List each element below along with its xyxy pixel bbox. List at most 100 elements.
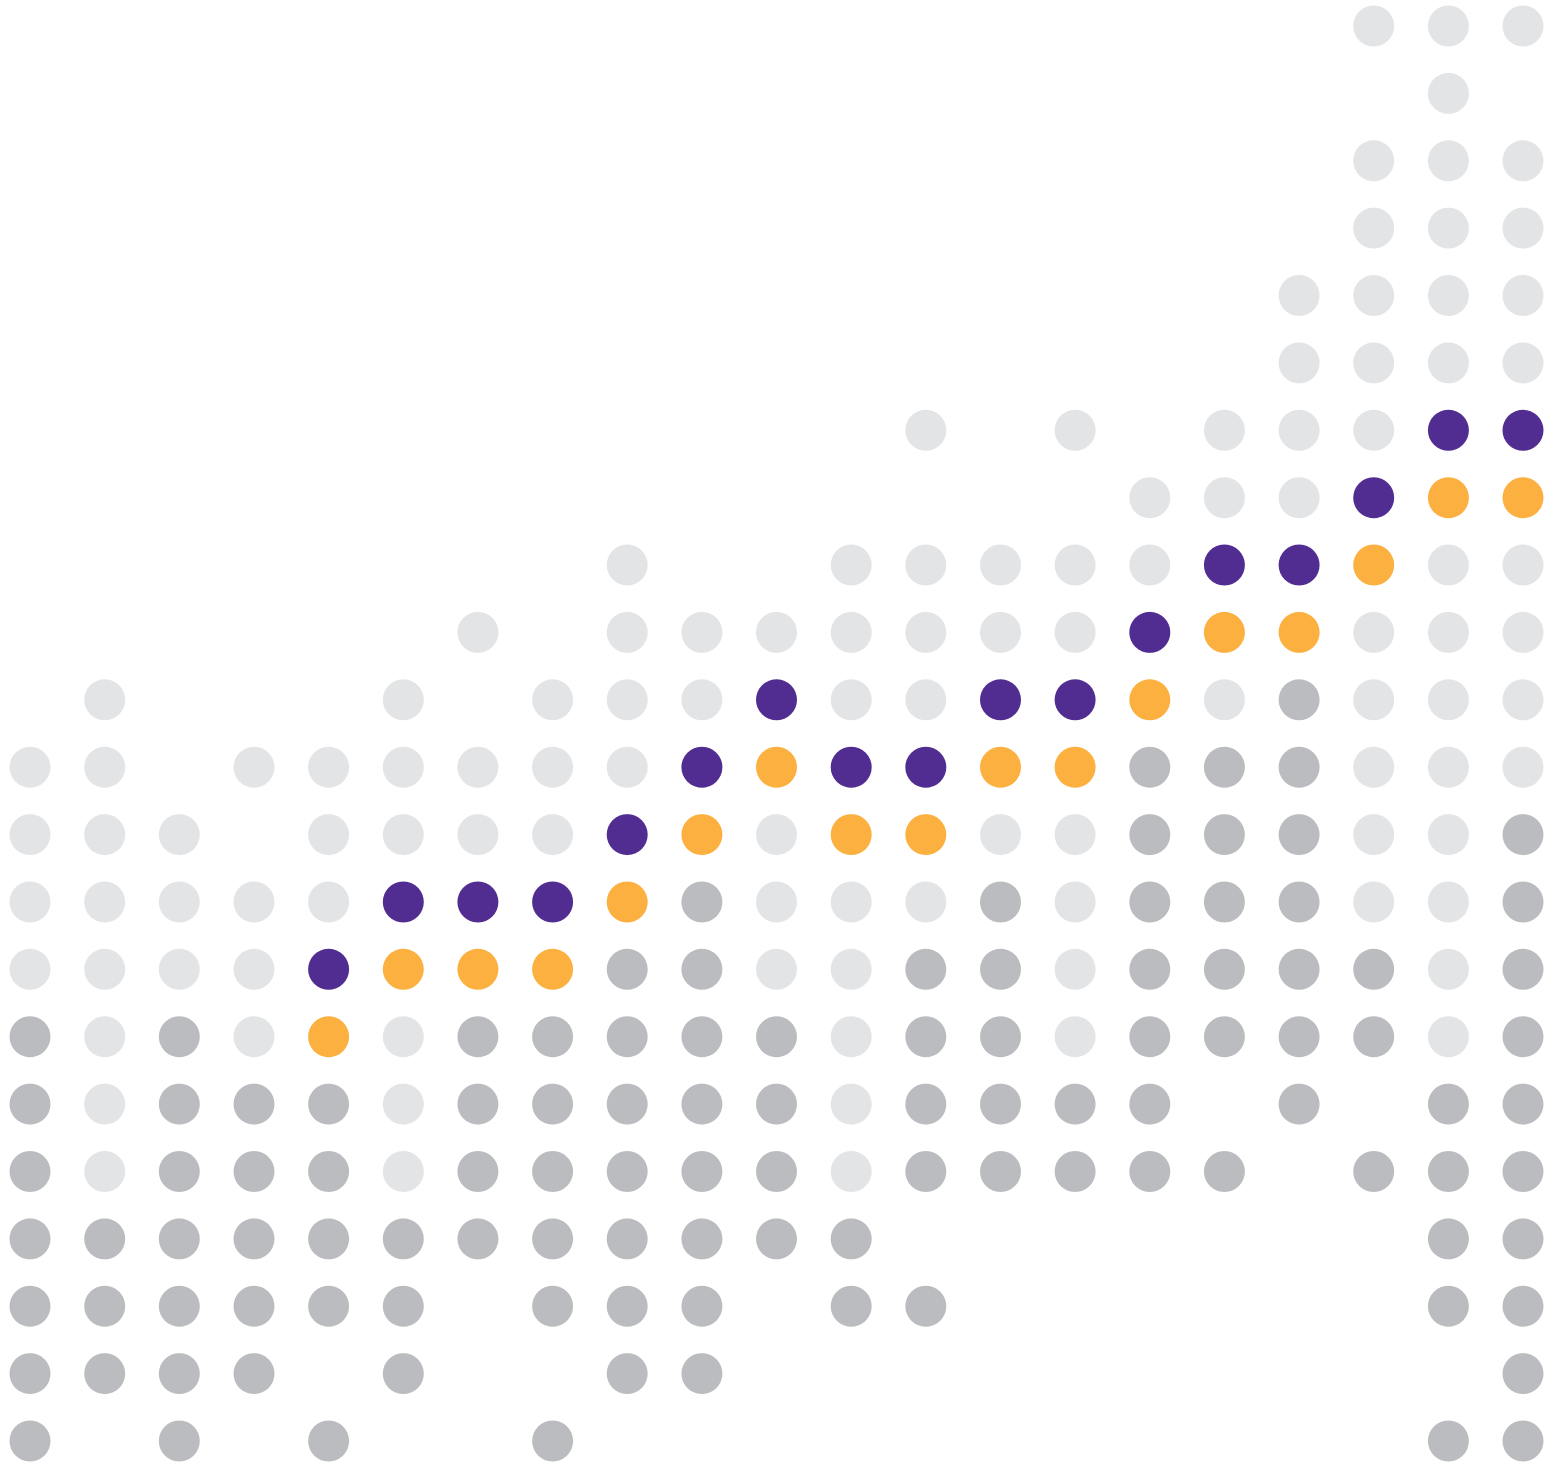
orange-dot <box>830 814 872 856</box>
purple-dot <box>1502 409 1544 451</box>
light-dot <box>1427 544 1469 586</box>
gray-dot <box>158 1218 200 1260</box>
gray-dot <box>308 1420 350 1462</box>
light-dot <box>1129 477 1171 519</box>
gray-dot <box>1502 1151 1544 1192</box>
gray-dot <box>681 1218 723 1260</box>
gray-dot <box>158 1353 200 1395</box>
light-dot <box>1278 275 1320 316</box>
gray-dot <box>980 948 1021 990</box>
light-dot <box>756 948 797 990</box>
gray-dot <box>606 1016 648 1058</box>
light-dot <box>457 746 499 788</box>
gray-dot <box>158 1083 200 1125</box>
gray-dot <box>1129 881 1171 923</box>
light-dot <box>905 409 947 451</box>
light-dot <box>1427 948 1469 990</box>
light-dot <box>1054 948 1096 990</box>
light-dot <box>830 1083 872 1125</box>
light-dot <box>1353 207 1395 249</box>
gray-dot <box>382 1218 424 1260</box>
gray-dot <box>9 1420 51 1462</box>
light-dot <box>905 881 947 923</box>
light-dot <box>308 881 350 923</box>
gray-dot <box>1427 1420 1469 1462</box>
gray-dot <box>532 1420 574 1462</box>
orange-dot <box>532 948 574 990</box>
orange-dot <box>756 746 797 788</box>
purple-dot <box>1129 611 1171 653</box>
gray-dot <box>1278 948 1320 990</box>
gray-dot <box>1203 746 1245 788</box>
light-dot <box>1203 679 1245 721</box>
gray-dot <box>830 1285 872 1327</box>
gray-dot <box>830 1218 872 1260</box>
gray-dot <box>606 1353 648 1395</box>
gray-dot <box>9 1353 51 1395</box>
light-dot <box>1502 544 1544 586</box>
light-dot <box>1502 207 1544 249</box>
light-dot <box>1427 275 1469 316</box>
light-dot <box>1054 409 1096 451</box>
gray-dot <box>532 1016 574 1058</box>
light-dot <box>1054 881 1096 923</box>
light-dot <box>233 881 275 923</box>
light-dot <box>1054 1016 1096 1058</box>
gray-dot <box>84 1218 126 1260</box>
light-dot <box>1427 679 1469 721</box>
light-dot <box>1353 746 1395 788</box>
gray-dot <box>905 1285 947 1327</box>
purple-dot <box>382 881 424 923</box>
light-dot <box>84 948 126 990</box>
orange-dot <box>1203 611 1245 653</box>
light-dot <box>1203 477 1245 519</box>
light-dot <box>532 746 574 788</box>
light-dot <box>1353 342 1395 384</box>
gray-dot <box>158 1285 200 1327</box>
gray-dot <box>980 1016 1021 1058</box>
gray-dot <box>1129 814 1171 856</box>
light-dot <box>1502 140 1544 182</box>
light-dot <box>84 679 126 721</box>
gray-dot <box>980 1083 1021 1125</box>
light-dot <box>1427 611 1469 653</box>
light-dot <box>1278 409 1320 451</box>
light-dot <box>830 544 872 586</box>
light-dot <box>681 611 723 653</box>
gray-dot <box>1502 881 1544 923</box>
light-dot <box>980 611 1021 653</box>
gray-dot <box>1502 1353 1544 1395</box>
gray-dot <box>1353 948 1395 990</box>
light-dot <box>830 1016 872 1058</box>
gray-dot <box>308 1218 350 1260</box>
gray-dot <box>233 1151 275 1192</box>
gray-dot <box>681 948 723 990</box>
gray-dot <box>1427 1083 1469 1125</box>
light-dot <box>9 814 51 856</box>
purple-dot <box>905 746 947 788</box>
gray-dot <box>158 1151 200 1192</box>
gray-dot <box>382 1285 424 1327</box>
light-dot <box>457 814 499 856</box>
gray-dot <box>606 948 648 990</box>
light-dot <box>382 1151 424 1192</box>
gray-dot <box>308 1285 350 1327</box>
gray-dot <box>756 1218 797 1260</box>
purple-dot <box>308 948 350 990</box>
gray-dot <box>1278 814 1320 856</box>
gray-dot <box>1129 1083 1171 1125</box>
purple-dot <box>457 881 499 923</box>
gray-dot <box>681 1016 723 1058</box>
gray-dot <box>1502 948 1544 990</box>
light-dot <box>905 611 947 653</box>
light-dot <box>1353 5 1395 47</box>
gray-dot <box>1427 1285 1469 1327</box>
gray-dot <box>681 1151 723 1192</box>
gray-dot <box>532 1083 574 1125</box>
light-dot <box>681 679 723 721</box>
gray-dot <box>532 1285 574 1327</box>
light-dot <box>1353 611 1395 653</box>
gray-dot <box>756 1083 797 1125</box>
purple-dot <box>1427 409 1469 451</box>
